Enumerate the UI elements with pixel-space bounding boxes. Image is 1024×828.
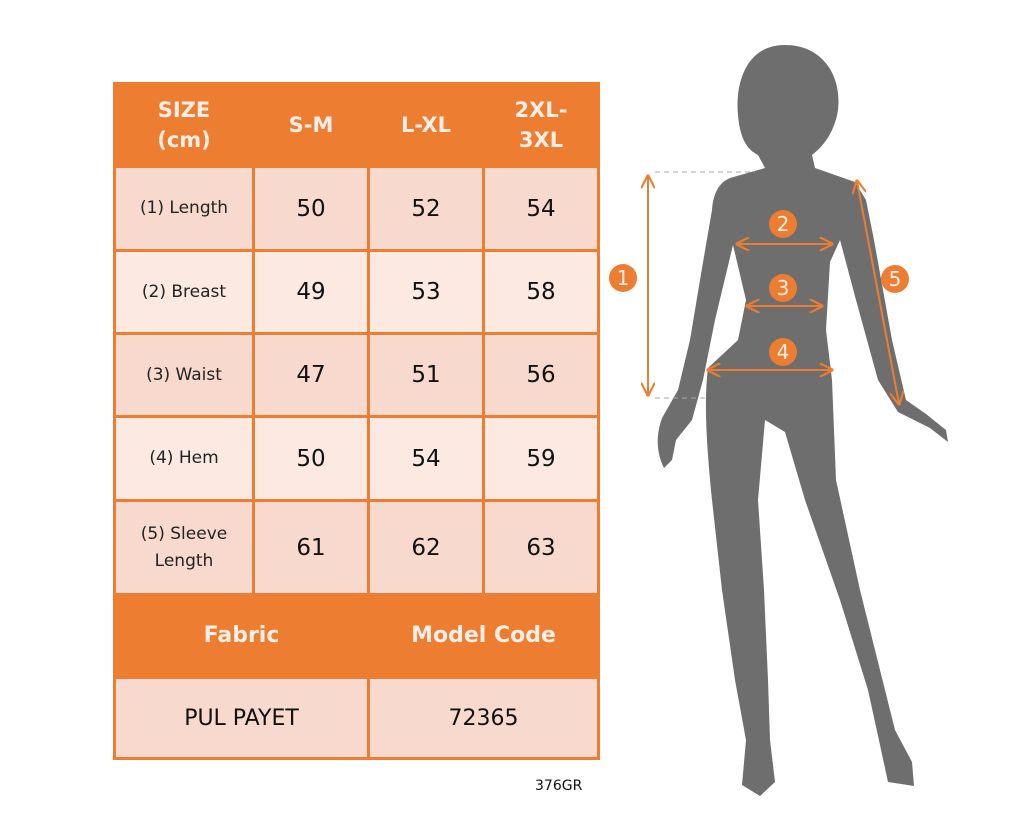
svg-text:5: 5 — [889, 267, 902, 291]
size-table: SIZE (cm) S-M L-XL 2XL- 3XL (1) Length 5… — [113, 82, 600, 760]
fabric-label: Fabric — [113, 593, 370, 679]
row-label: (5) Sleeve Length — [113, 499, 255, 596]
table-row: (1) Length 50 52 54 — [113, 165, 600, 252]
size-2xl-3xl: 2XL- 3XL — [482, 82, 600, 168]
model-code-value: 72365 — [367, 676, 600, 760]
footer-value-row: PUL PAYET 72365 — [113, 676, 600, 760]
svg-text:3: 3 — [777, 276, 790, 300]
cell: 53 — [367, 249, 485, 335]
table-row: (5) Sleeve Length 61 62 63 — [113, 499, 600, 596]
size-s-m: S-M — [252, 82, 370, 168]
sleeve-arrow — [857, 181, 899, 404]
marker-5: 5 — [881, 265, 909, 293]
silhouette — [657, 45, 948, 796]
cell: 61 — [252, 499, 370, 596]
header-row: SIZE (cm) S-M L-XL 2XL- 3XL — [113, 82, 600, 168]
cell: 50 — [252, 165, 370, 252]
cell: 51 — [367, 332, 485, 418]
row-label: (4) Hem — [113, 415, 255, 502]
cell: 56 — [482, 332, 600, 418]
size-l-xl: L-XL — [367, 82, 485, 168]
svg-text:4: 4 — [777, 340, 790, 364]
cell: 49 — [252, 249, 370, 335]
cell: 59 — [482, 415, 600, 502]
cell: 62 — [367, 499, 485, 596]
cell: 52 — [367, 165, 485, 252]
fabric-value: PUL PAYET — [113, 676, 370, 760]
cell: 47 — [252, 332, 370, 418]
table-row: (4) Hem 50 54 59 — [113, 415, 600, 502]
cell: 50 — [252, 415, 370, 502]
cell: 58 — [482, 249, 600, 335]
row-label: (2) Breast — [113, 249, 255, 335]
marker-1: 1 — [609, 264, 637, 292]
table-row: (2) Breast 49 53 58 — [113, 249, 600, 335]
cell: 54 — [367, 415, 485, 502]
cell: 63 — [482, 499, 600, 596]
product-code: 376GR — [535, 778, 583, 794]
svg-text:2: 2 — [777, 212, 790, 236]
model-code-label: Model Code — [367, 593, 600, 679]
svg-text:1: 1 — [617, 266, 630, 290]
footer-header-row: Fabric Model Code — [113, 593, 600, 679]
row-label: (3) Waist — [113, 332, 255, 418]
marker-3: 3 — [769, 274, 797, 302]
marker-4: 4 — [769, 338, 797, 366]
cell: 54 — [482, 165, 600, 252]
marker-2: 2 — [769, 210, 797, 238]
size-header: SIZE (cm) — [113, 82, 255, 168]
row-label: (1) Length — [113, 165, 255, 252]
table-row: (3) Waist 47 51 56 — [113, 332, 600, 418]
